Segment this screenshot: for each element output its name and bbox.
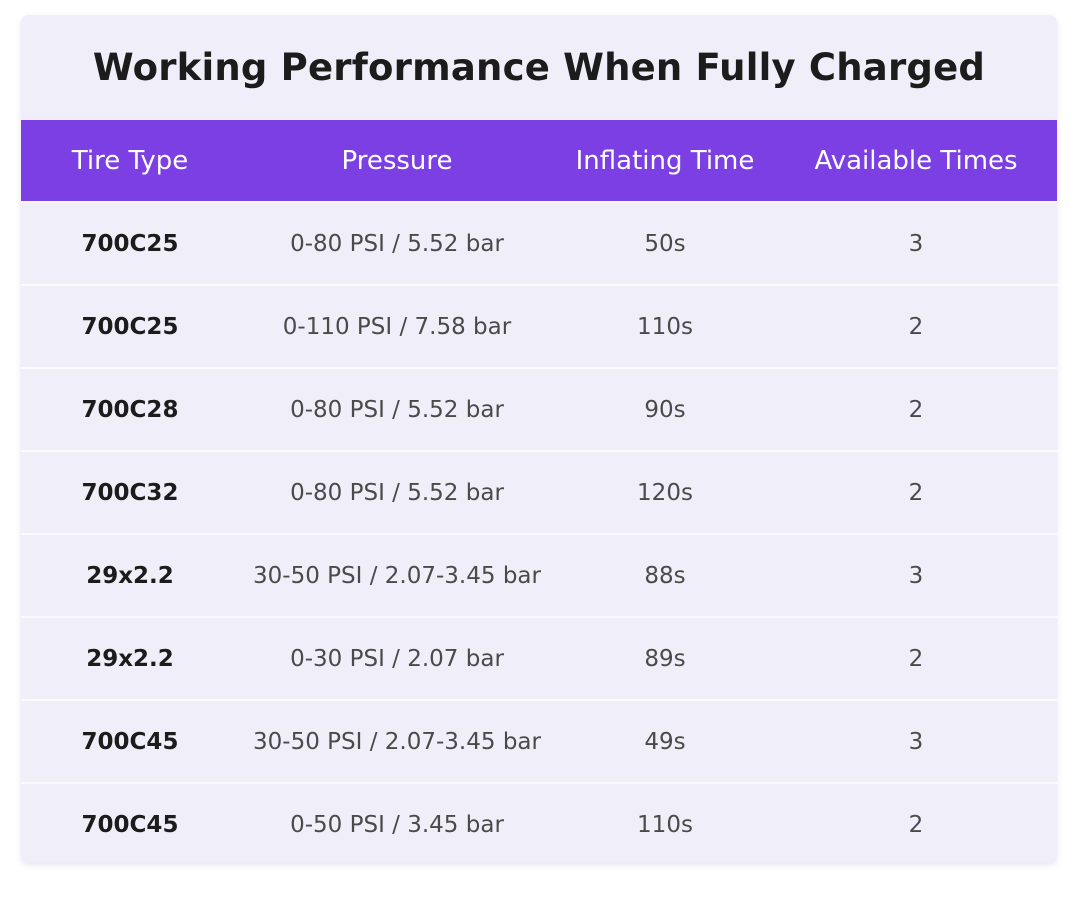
pressure-cell: 0-110 PSI / 7.58 bar xyxy=(282,313,512,340)
table-row: 700C25 0-110 PSI / 7.58 bar 110s 2 xyxy=(21,284,1057,367)
pressure-cell: 0-80 PSI / 5.52 bar xyxy=(290,230,504,257)
available-times-cell: 2 xyxy=(908,313,924,340)
inflating-time-cell: 89s xyxy=(644,645,686,672)
pressure-cell: 30-50 PSI / 2.07-3.45 bar xyxy=(253,728,541,755)
inflating-time-cell: 120s xyxy=(637,479,693,506)
table-row: 700C45 30-50 PSI / 2.07-3.45 bar 49s 3 xyxy=(21,699,1057,782)
available-times-cell: 2 xyxy=(908,645,924,672)
column-header-pressure: Pressure xyxy=(341,145,453,176)
performance-card: Working Performance When Fully Charged T… xyxy=(21,15,1057,863)
tire-type-cell: 29x2.2 xyxy=(86,562,174,589)
table-row: 700C28 0-80 PSI / 5.52 bar 90s 2 xyxy=(21,367,1057,450)
table-row: 29x2.2 30-50 PSI / 2.07-3.45 bar 88s 3 xyxy=(21,533,1057,616)
performance-table: Tire Type Pressure Inflating Time Availa… xyxy=(21,120,1057,863)
table-row: 700C25 0-80 PSI / 5.52 bar 50s 3 xyxy=(21,201,1057,284)
inflating-time-cell: 110s xyxy=(637,811,693,838)
table-row: 29x2.2 0-30 PSI / 2.07 bar 89s 2 xyxy=(21,616,1057,699)
tire-type-cell: 29x2.2 xyxy=(86,645,174,672)
tire-type-cell: 700C45 xyxy=(81,811,179,838)
pressure-cell: 0-50 PSI / 3.45 bar xyxy=(290,811,504,838)
available-times-cell: 3 xyxy=(908,230,924,257)
inflating-time-cell: 110s xyxy=(637,313,693,340)
column-header-available-times: Available Times xyxy=(814,145,1018,176)
tire-type-cell: 700C25 xyxy=(81,230,179,257)
inflating-time-cell: 88s xyxy=(644,562,686,589)
page-title: Working Performance When Fully Charged xyxy=(92,46,986,89)
tire-type-cell: 700C45 xyxy=(81,728,179,755)
available-times-cell: 2 xyxy=(908,811,924,838)
available-times-cell: 3 xyxy=(908,728,924,755)
pressure-cell: 0-30 PSI / 2.07 bar xyxy=(290,645,504,672)
table-header-row: Tire Type Pressure Inflating Time Availa… xyxy=(21,120,1057,201)
table-row: 700C45 0-50 PSI / 3.45 bar 110s 2 xyxy=(21,782,1057,863)
inflating-time-cell: 50s xyxy=(644,230,686,257)
tire-type-cell: 700C25 xyxy=(81,313,179,340)
tire-type-cell: 700C28 xyxy=(81,396,179,423)
available-times-cell: 2 xyxy=(908,396,924,423)
available-times-cell: 3 xyxy=(908,562,924,589)
inflating-time-cell: 90s xyxy=(644,396,686,423)
pressure-cell: 0-80 PSI / 5.52 bar xyxy=(290,396,504,423)
pressure-cell: 30-50 PSI / 2.07-3.45 bar xyxy=(253,562,541,589)
pressure-cell: 0-80 PSI / 5.52 bar xyxy=(290,479,504,506)
column-header-tire-type: Tire Type xyxy=(71,145,189,176)
tire-type-cell: 700C32 xyxy=(81,479,179,506)
table-row: 700C32 0-80 PSI / 5.52 bar 120s 2 xyxy=(21,450,1057,533)
inflating-time-cell: 49s xyxy=(644,728,686,755)
column-header-inflating-time: Inflating Time xyxy=(575,145,755,176)
available-times-cell: 2 xyxy=(908,479,924,506)
